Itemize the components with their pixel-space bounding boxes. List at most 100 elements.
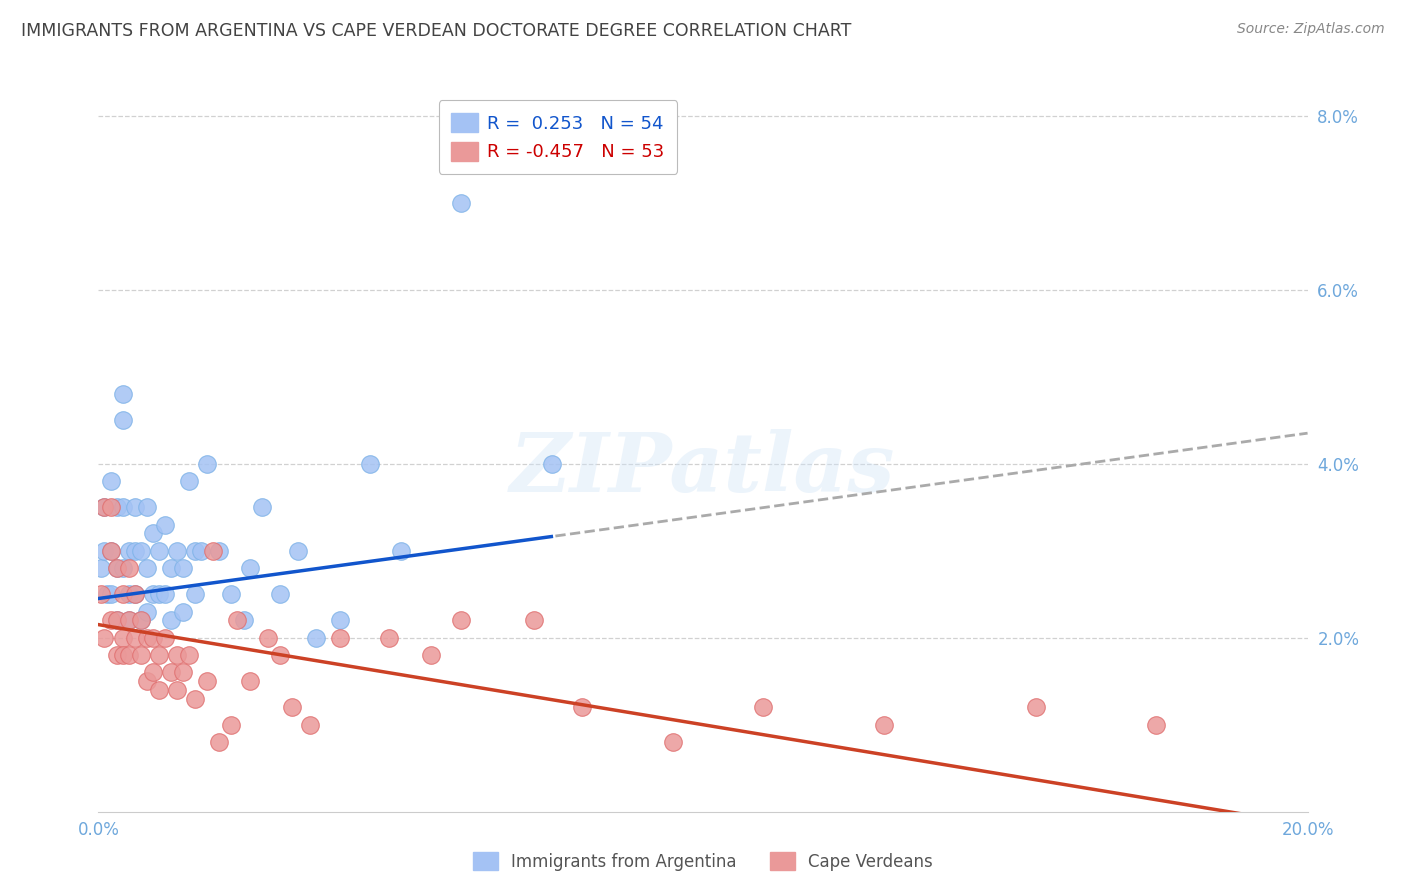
Point (269, 648, 291, 662)
Point (142, 526, 165, 541)
Point (540, 457, 562, 471)
Point (100, 543, 122, 558)
Point (124, 587, 146, 601)
Point (129, 613, 152, 627)
Point (111, 500, 134, 515)
Point (160, 561, 183, 575)
Point (124, 631, 146, 645)
Point (360, 457, 382, 471)
Point (269, 587, 291, 601)
Point (190, 543, 212, 558)
Point (142, 665, 165, 680)
Point (100, 474, 122, 488)
Point (1144, 717, 1167, 731)
Point (232, 613, 254, 627)
Point (179, 474, 201, 488)
Point (135, 631, 157, 645)
Point (166, 648, 188, 662)
Point (135, 605, 157, 619)
Point (142, 587, 165, 601)
Point (100, 587, 122, 601)
Point (250, 500, 273, 515)
Point (184, 587, 207, 601)
Point (135, 500, 157, 515)
Point (153, 631, 176, 645)
Point (184, 543, 207, 558)
Point (93, 500, 115, 515)
Point (124, 587, 146, 601)
Point (135, 561, 157, 575)
Point (129, 613, 152, 627)
Point (148, 543, 170, 558)
Point (105, 613, 128, 627)
Point (523, 613, 546, 627)
Point (172, 561, 194, 575)
Point (166, 682, 188, 697)
Point (148, 587, 170, 601)
Point (752, 700, 775, 714)
Text: IMMIGRANTS FROM ARGENTINA VS CAPE VERDEAN DOCTORATE DEGREE CORRELATION CHART: IMMIGRANTS FROM ARGENTINA VS CAPE VERDEA… (21, 22, 852, 40)
Point (148, 648, 170, 662)
Point (160, 613, 183, 627)
Point (662, 735, 685, 749)
Point (450, 195, 472, 210)
Point (239, 674, 262, 689)
Point (118, 613, 141, 627)
Point (111, 387, 134, 401)
Point (135, 674, 157, 689)
Point (93, 500, 115, 515)
Point (111, 631, 134, 645)
Text: ZIPatlas: ZIPatlas (510, 429, 896, 509)
Point (239, 561, 262, 575)
Point (208, 735, 231, 749)
Point (105, 500, 128, 515)
Point (105, 561, 128, 575)
Point (208, 543, 231, 558)
Point (873, 717, 896, 731)
Point (221, 587, 243, 601)
Point (329, 631, 352, 645)
Point (172, 605, 194, 619)
Point (100, 613, 122, 627)
Point (389, 543, 412, 558)
Legend: R =  0.253   N = 54, R = -0.457   N = 53: R = 0.253 N = 54, R = -0.457 N = 53 (439, 100, 678, 174)
Point (179, 648, 201, 662)
Point (450, 613, 472, 627)
Point (93, 631, 115, 645)
Point (571, 700, 593, 714)
Point (111, 561, 134, 575)
Point (221, 717, 243, 731)
Point (420, 648, 443, 662)
Text: Source: ZipAtlas.com: Source: ZipAtlas.com (1237, 22, 1385, 37)
Point (124, 500, 146, 515)
Point (118, 587, 141, 601)
Point (153, 517, 176, 532)
Point (166, 543, 188, 558)
Point (195, 457, 218, 471)
Point (287, 543, 309, 558)
Legend: Immigrants from Argentina, Cape Verdeans: Immigrants from Argentina, Cape Verdeans (464, 844, 942, 880)
Point (195, 674, 218, 689)
Point (100, 500, 122, 515)
Point (100, 543, 122, 558)
Point (329, 613, 352, 627)
Point (118, 613, 141, 627)
Point (105, 613, 128, 627)
Point (129, 543, 152, 558)
Point (160, 665, 183, 680)
Point (184, 691, 207, 706)
Point (90, 587, 112, 601)
Point (148, 682, 170, 697)
Point (118, 561, 141, 575)
Point (202, 543, 225, 558)
Point (111, 413, 134, 427)
Point (90, 561, 112, 575)
Point (299, 717, 322, 731)
Point (226, 613, 249, 627)
Point (153, 587, 176, 601)
Point (305, 631, 328, 645)
Point (118, 648, 141, 662)
Point (118, 543, 141, 558)
Point (111, 587, 134, 601)
Point (281, 700, 304, 714)
